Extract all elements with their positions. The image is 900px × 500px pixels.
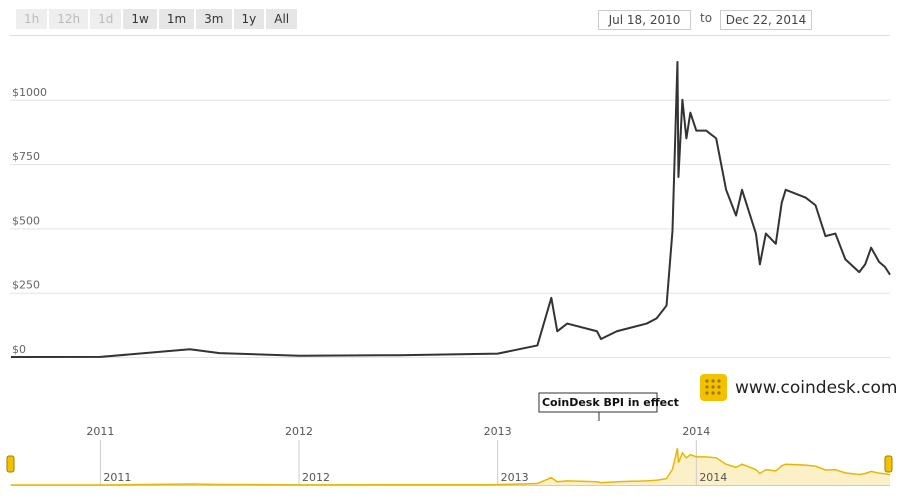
y-tick-label: $500 [12, 214, 40, 227]
y-tick-label: $0 [12, 343, 26, 356]
range-button[interactable]: 3m [196, 9, 232, 29]
price-line [10, 60, 891, 358]
range-button: 12h [49, 9, 89, 29]
x-tick-label: 2012 [285, 425, 313, 438]
range-button[interactable]: 1w [123, 9, 157, 29]
range-button[interactable]: 1y [233, 9, 265, 29]
navigator-tick-label: 2014 [699, 471, 727, 484]
range-button: 1h [16, 9, 48, 29]
navigator-line [10, 448, 891, 486]
range-buttons: 1h 12h 1d 1w 1m 3m 1y All [16, 9, 298, 29]
date-separator: to [700, 11, 713, 25]
navigator-handle [884, 455, 893, 473]
date-to[interactable]: Dec 22, 2014 [720, 10, 812, 30]
brand: www.coindesk.com [735, 378, 897, 398]
range-button[interactable]: 1m [158, 9, 195, 29]
y-tick-label: $750 [12, 150, 40, 163]
date-from[interactable]: Jul 18, 2010 [598, 10, 691, 30]
navigator-tick-label: 2012 [302, 471, 330, 484]
y-tick-label: $1000 [12, 86, 47, 99]
annotation-box [538, 392, 658, 413]
range-button[interactable]: All [266, 9, 298, 29]
navigator-tick-label: 2011 [103, 471, 131, 484]
x-tick-label: 2014 [682, 425, 710, 438]
navigator-tick-label: 2013 [501, 471, 529, 484]
logo-dots [705, 379, 721, 395]
y-tick-label: $250 [12, 279, 40, 292]
annotation: CoinDesk BPI in effect [542, 396, 679, 409]
x-tick-label: 2013 [484, 425, 512, 438]
x-tick-label: 2011 [86, 425, 114, 438]
navigator-area [10, 448, 891, 485]
range-button: 1d [90, 9, 122, 29]
navigator-handle [6, 455, 15, 473]
